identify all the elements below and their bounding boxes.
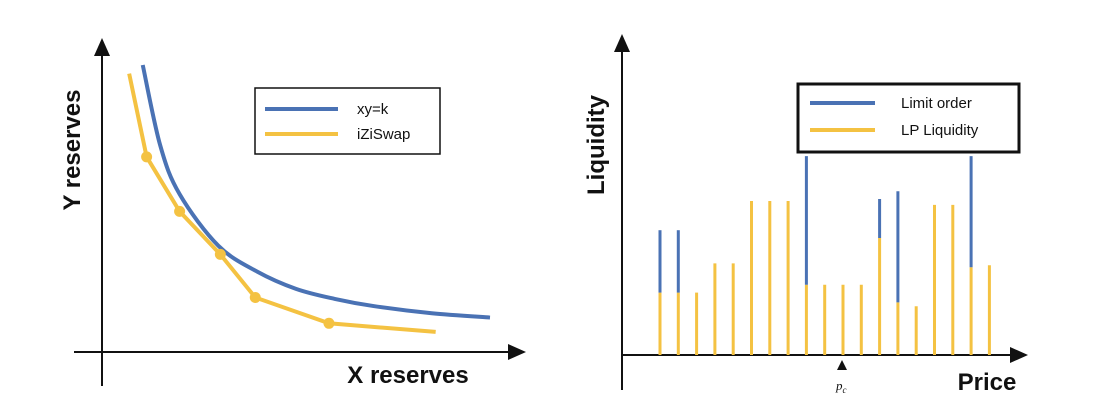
legend-label-iziswap: iZiSwap	[357, 126, 410, 143]
legend-label-lp-liquidity: LP Liquidity	[901, 122, 979, 139]
left-legend: xy=k iZiSwap	[254, 87, 441, 155]
pc-marker	[837, 360, 847, 370]
legend-label-limit-order: Limit order	[901, 95, 972, 112]
right-x-axis-label: Price	[958, 369, 1017, 396]
right-legend: Limit order LP Liquidity	[796, 82, 1021, 154]
iziswap-point-1	[141, 151, 153, 163]
left-y-axis-label: Y reserves	[59, 89, 86, 210]
iziswap-point-2	[174, 205, 186, 217]
left-chart: Y reserves X reserves xy=k iZiSwap	[59, 38, 526, 389]
legend-label-xyk: xy=k	[357, 101, 389, 118]
left-x-axis-label: X reserves	[347, 362, 468, 389]
iziswap-points	[141, 151, 335, 329]
xyk-curve	[140, 64, 491, 320]
right-chart: Liquidity Price pc Limit order LP Liquid…	[583, 34, 1028, 396]
bars-group	[658, 156, 991, 355]
left-legend-box	[254, 87, 441, 155]
iziswap-point-5	[323, 317, 335, 329]
iziswap-point-4	[249, 291, 261, 303]
right-legend-box	[796, 82, 1021, 154]
right-y-axis-label: Liquidity	[583, 94, 610, 195]
pc-annotation: pc	[835, 378, 847, 395]
iziswap-point-3	[214, 248, 226, 260]
